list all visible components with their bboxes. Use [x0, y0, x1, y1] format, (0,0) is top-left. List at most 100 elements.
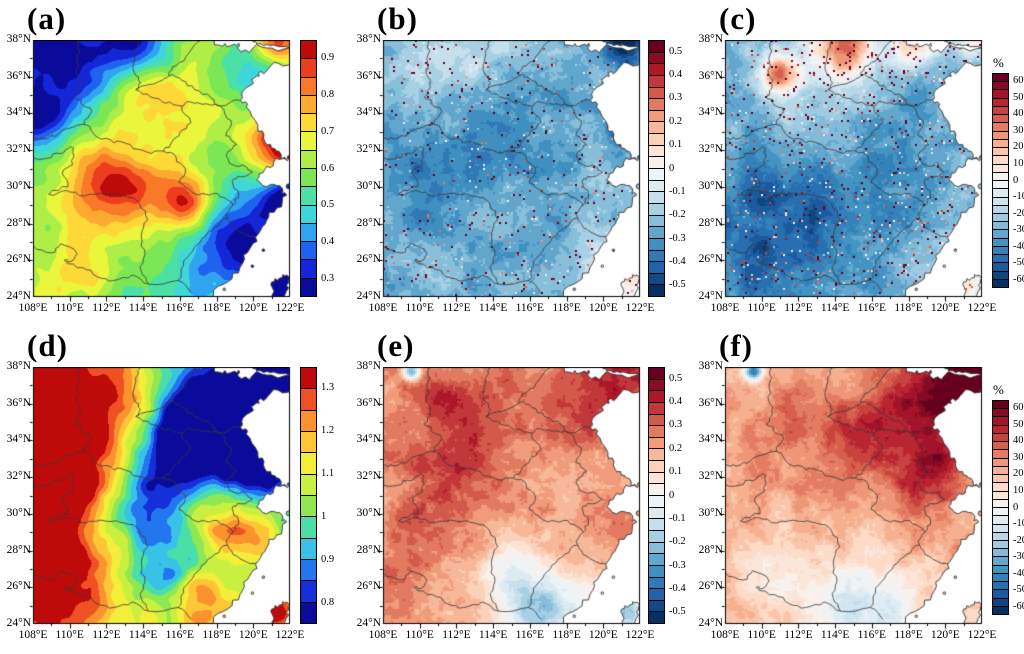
x-tick-label: 120°E	[930, 302, 960, 314]
colorbar-segment	[993, 449, 1008, 458]
x-tick-label: 122°E	[275, 629, 305, 641]
colorbar-tick-label: 40	[1013, 108, 1024, 120]
colorbar-tick-label: -20	[1013, 534, 1024, 546]
x-tick-label: 110°E	[405, 629, 434, 641]
y-tick-label: 34°N	[698, 106, 723, 119]
colorbar-segment	[649, 86, 664, 99]
y-tick-label: 34°N	[6, 433, 31, 446]
colorbar-segment	[993, 122, 1008, 131]
colorbar-segment	[993, 490, 1008, 499]
colorbar-tick-label: -40	[1013, 567, 1024, 579]
colorbar-segment	[649, 436, 664, 449]
colorbar-segment	[993, 171, 1008, 181]
x-tick-label: 116°E	[857, 629, 887, 641]
colorbar-segment	[993, 401, 1008, 409]
colorbar-segment	[649, 483, 664, 496]
x-tick-label: 110°E	[55, 302, 84, 314]
colorbar-segment	[301, 259, 316, 278]
y-tick-label: 28°N	[6, 216, 31, 229]
x-tick-label: 118°E	[202, 302, 231, 314]
colorbar-e	[648, 367, 665, 624]
colorbar-segment	[993, 74, 1008, 82]
colorbar-tick-label: 0.2	[669, 115, 683, 127]
panel-d-label: (d)	[27, 328, 68, 363]
y-tick-label: 28°N	[356, 543, 381, 556]
colorbar-tick-label: 0	[669, 489, 675, 501]
colorbar-segment	[993, 97, 1008, 106]
colorbar-tick-label: -0.1	[669, 185, 686, 197]
y-tick-label: 24°N	[698, 290, 723, 302]
colorbar-segment	[993, 196, 1008, 205]
y-tick-label: 36°N	[698, 396, 723, 409]
colorbar-segment	[993, 572, 1008, 582]
map-canvas-e	[376, 367, 642, 631]
colorbar-tick-label: 0	[1013, 501, 1019, 513]
x-tick-label: 108°E	[18, 302, 48, 314]
colorbar-segment	[993, 254, 1008, 263]
colorbar-segment	[993, 441, 1008, 450]
x-tick-label: 122°E	[275, 302, 305, 314]
colorbar-segment	[993, 130, 1008, 139]
colorbar-segment	[649, 368, 664, 379]
colorbar-segment	[993, 498, 1008, 508]
colorbar-tick-label: 0.7	[321, 125, 335, 137]
colorbar-segment	[649, 284, 664, 297]
colorbar-tick-label: 20	[1013, 468, 1024, 480]
panel-b-label: (b)	[377, 1, 418, 36]
y-tick-label: 28°N	[698, 543, 723, 556]
y-tick-label: 34°N	[356, 433, 381, 446]
y-tick-label: 30°N	[356, 179, 381, 192]
x-tick-label: 108°E	[18, 629, 48, 641]
y-tick-label: 34°N	[6, 106, 31, 119]
colorbar-tick-label: 50	[1013, 418, 1024, 430]
colorbar-segment	[649, 448, 664, 461]
y-tick-label: 34°N	[698, 433, 723, 446]
colorbar-segment	[993, 457, 1008, 466]
x-tick-label: 122°E	[625, 629, 655, 641]
colorbar-segment	[649, 576, 664, 589]
colorbar-segment	[993, 605, 1008, 615]
colorbar-tick-label: -30	[1013, 551, 1024, 563]
y-tick-label: 30°N	[698, 179, 723, 192]
panel-a: (a) 38°N 36°N 34°N 32°N 30°N 28°N 26°N 24°N 108°…	[0, 0, 341, 327]
x-tick-label: 112°E	[92, 302, 121, 314]
colorbar-segment	[301, 494, 316, 517]
colorbar-segment	[649, 179, 664, 192]
colorbar-segment	[649, 168, 664, 180]
y-tick-label: 36°N	[356, 396, 381, 409]
colorbar-segment	[993, 507, 1008, 516]
y-tick-label: 36°N	[6, 69, 31, 82]
colorbar-segment	[301, 167, 316, 187]
colorbar-tick-label: -20	[1013, 207, 1024, 219]
colorbar-segment	[649, 518, 664, 530]
colorbar-segment	[993, 204, 1008, 213]
x-tick-label: 108°E	[368, 629, 398, 641]
colorbar-segment	[649, 553, 664, 565]
colorbar-segment	[993, 515, 1008, 524]
colorbar-segment	[993, 180, 1008, 189]
colorbar-segment	[649, 599, 664, 612]
colorbar-segment	[993, 229, 1008, 238]
colorbar-tick-label: -30	[1013, 224, 1024, 236]
colorbar-tick-label: -0.2	[669, 536, 686, 548]
y-tick-label: 36°N	[6, 396, 31, 409]
colorbar-segment	[993, 89, 1008, 98]
y-tick-label: 38°N	[356, 33, 381, 45]
colorbar-tick-label: -0.4	[669, 582, 686, 594]
x-tick-label: 118°E	[552, 302, 581, 314]
colorbar-segment	[993, 523, 1008, 532]
y-tick-label: 38°N	[698, 33, 723, 45]
x-tick-label: 112°E	[784, 629, 813, 641]
colorbar-segment	[993, 138, 1008, 148]
x-tick-label: 114°E	[128, 629, 158, 641]
panel-a-label: (a)	[27, 1, 67, 36]
colorbar-segment	[993, 81, 1008, 90]
colorbar-segment	[649, 121, 664, 134]
y-tick-label: 38°N	[6, 33, 31, 45]
colorbar-tick-label: -10	[1013, 518, 1024, 530]
colorbar-segment	[649, 611, 664, 624]
colorbar-segment	[301, 580, 316, 602]
colorbar-segment	[649, 378, 664, 391]
x-tick-label: 112°E	[442, 629, 471, 641]
colorbar-segment	[301, 537, 316, 559]
